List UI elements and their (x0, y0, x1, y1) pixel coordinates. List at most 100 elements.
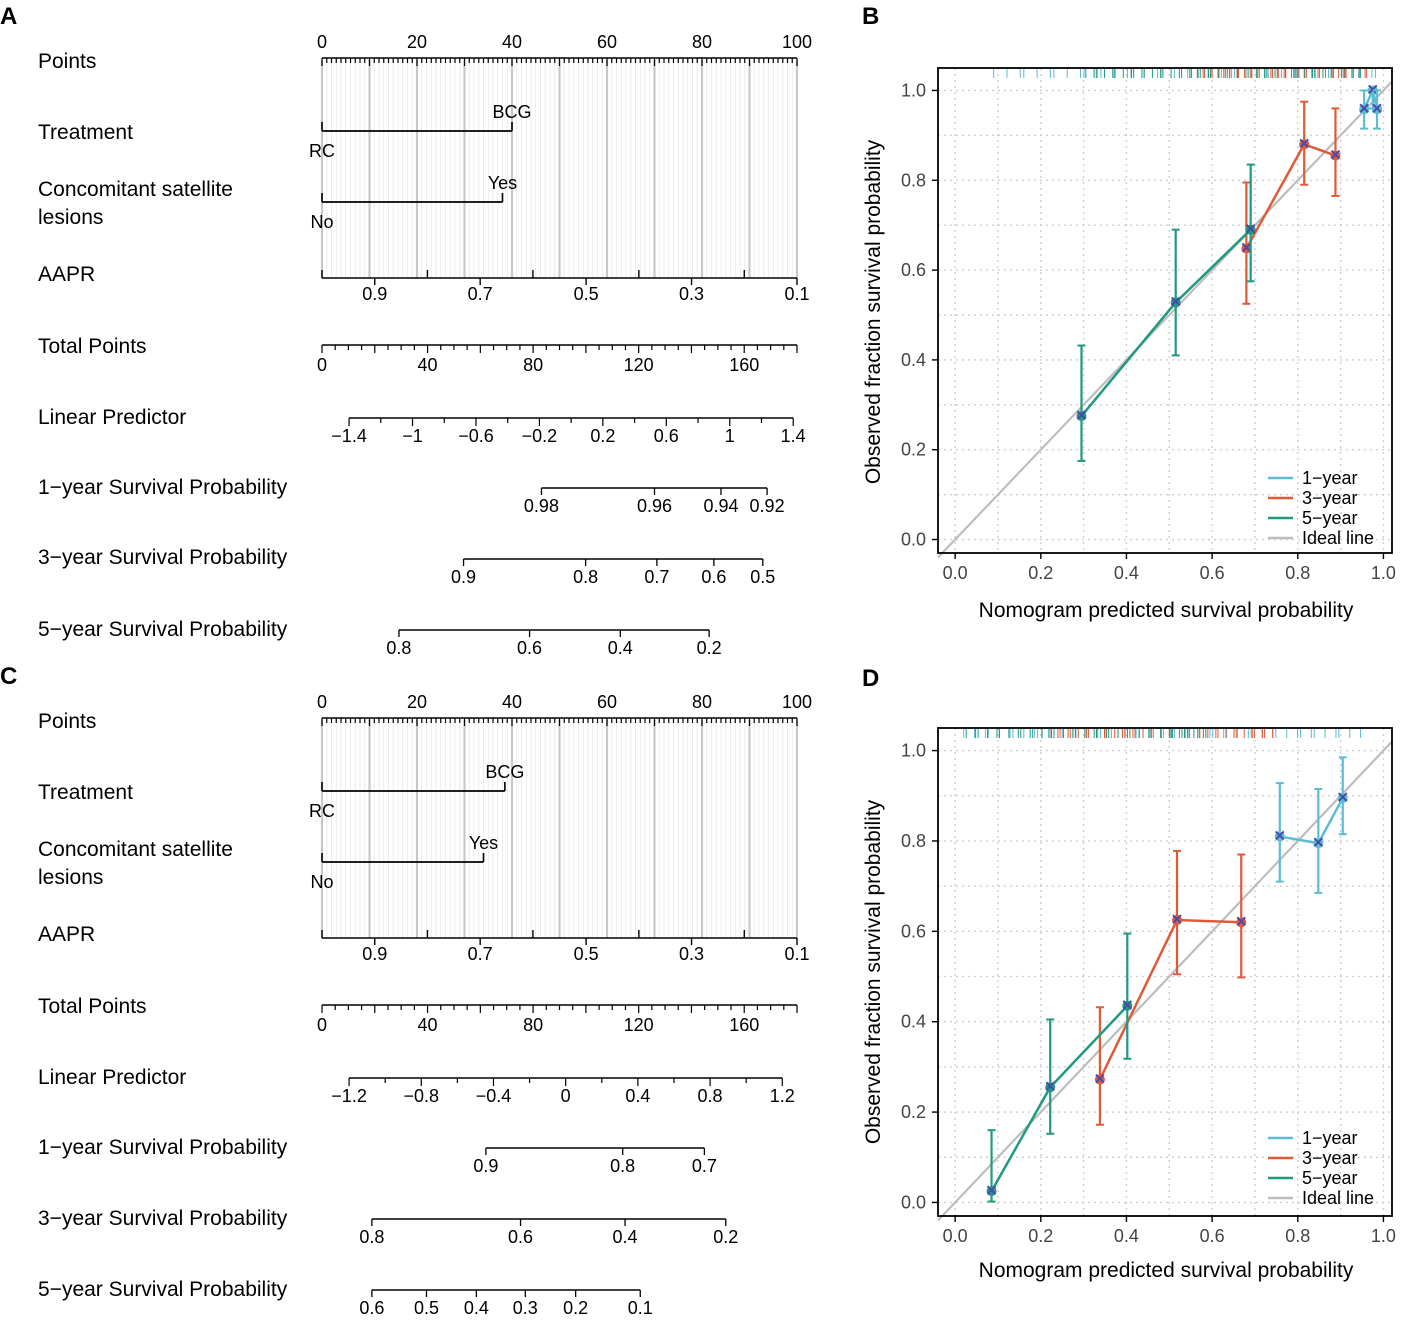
row-label-surv3: 3−year Survival Probability (38, 546, 288, 569)
aapr-tick-label: 0.9 (362, 284, 387, 304)
total-points-tick-label: 80 (523, 355, 543, 375)
lesions-high-label: Yes (488, 173, 517, 193)
total-points-tick-label: 160 (729, 355, 759, 375)
row-label-surv5: 5−year Survival Probability (38, 1278, 288, 1301)
observed-marker (1299, 138, 1309, 149)
surv1-tick-label: 0.9 (473, 1156, 498, 1176)
row-label-lesions-line2: lesions (38, 206, 103, 229)
linear-predictor-tick-label: −1.2 (331, 1086, 367, 1106)
points-tick-label: 60 (597, 32, 617, 52)
x-tick-label: 0.6 (1200, 563, 1225, 583)
calibration-panel-d: D Nomogram predicted survival probabilit… (862, 665, 1396, 1282)
x-tick-label: 0.2 (1028, 1226, 1053, 1246)
legend-label-5-year: 5−year (1302, 1168, 1358, 1188)
observed-marker (1368, 84, 1378, 95)
points-tick-label: 20 (407, 692, 427, 712)
surv1-tick-label: 0.92 (750, 496, 785, 516)
aapr-tick-label: 0.5 (574, 284, 599, 304)
series-line (990, 1005, 1129, 1192)
nomogram-scales: 0 20 40 60 80 100 RC BCG No Yes 0.9 0.7 0.5 0.3 0.1 0 40… (309, 32, 812, 658)
legend-label-1-year: 1−year (1302, 1128, 1358, 1148)
row-label-points: Points (38, 710, 96, 733)
legend-label-3-year: 3−year (1302, 1148, 1358, 1168)
points-tick-label: 0 (317, 692, 327, 712)
row-label-lesions-line2: lesions (38, 866, 103, 889)
calibration-plot: 0.0 0.0 0.2 0.2 0.4 0.4 0.6 0.6 0.8 0.8 1.0 1.0 (901, 727, 1396, 1246)
row-label-aapr: AAPR (38, 263, 95, 286)
y-tick-label: 0.0 (901, 1192, 926, 1212)
linear-predictor-tick-label: 1.2 (770, 1086, 795, 1106)
points-tick-label: 60 (597, 692, 617, 712)
legend: 1−year 3−year 5−year Ideal line (1268, 1128, 1374, 1208)
observed-marker (1372, 103, 1382, 114)
treatment-high-label: BCG (485, 762, 524, 782)
series-line (1245, 142, 1336, 250)
y-axis-title: Observed fraction survival probability (862, 139, 885, 484)
linear-predictor-tick-label: −1 (402, 426, 423, 446)
lesions-high-label: Yes (469, 833, 498, 853)
y-tick-label: 0.8 (901, 170, 926, 190)
x-tick-label: 0.4 (1114, 1226, 1139, 1246)
row-label-surv3: 3−year Survival Probability (38, 1207, 288, 1230)
aapr-tick-label: 0.7 (468, 944, 493, 964)
surv5-tick-label: 0.4 (608, 638, 633, 658)
linear-predictor-tick-label: 0.8 (698, 1086, 723, 1106)
legend-label-ideal: Ideal line (1302, 528, 1374, 548)
row-label-treatment: Treatment (38, 121, 133, 144)
panel-label-b: B (862, 3, 879, 30)
points-tick-label: 40 (502, 692, 522, 712)
points-tick-label: 100 (782, 692, 812, 712)
surv5-tick-label: 0.6 (359, 1298, 384, 1318)
surv5-tick-label: 0.6 (517, 638, 542, 658)
row-label-surv1: 1−year Survival Probability (38, 1136, 288, 1159)
points-tick-label: 0 (317, 32, 327, 52)
points-gridlines (320, 720, 799, 938)
aapr-tick-label: 0.1 (784, 284, 809, 304)
row-label-lesions-line1: Concomitant satellite (38, 838, 233, 861)
linear-predictor-tick-label: −0.8 (404, 1086, 440, 1106)
aapr-tick-label: 0.1 (784, 944, 809, 964)
ideal-line (937, 80, 1393, 559)
y-tick-label: 0.2 (901, 1102, 926, 1122)
total-points-tick-label: 160 (729, 1015, 759, 1035)
x-tick-label: 0.0 (943, 563, 968, 583)
treatment-low-label: RC (309, 801, 335, 821)
surv3-tick-label: 0.7 (644, 567, 669, 587)
row-label-lesions-line1: Concomitant satellite (38, 178, 233, 201)
plot-frame (937, 67, 1393, 554)
y-tick-label: 0.4 (901, 350, 926, 370)
observed-marker (1045, 1081, 1055, 1091)
surv3-tick-label: 0.6 (701, 567, 726, 587)
total-points-tick-label: 0 (317, 355, 327, 375)
plot-frame (937, 727, 1393, 1217)
linear-predictor-tick-label: 0.6 (654, 426, 679, 446)
surv1-tick-label: 0.94 (703, 496, 738, 516)
surv1-tick-label: 0.8 (610, 1156, 635, 1176)
surv5-tick-label: 0.8 (386, 638, 411, 658)
lesions-low-label: No (310, 872, 333, 892)
surv3-tick-label: 0.5 (750, 567, 775, 587)
x-axis-title: Nomogram predicted survival probability (979, 599, 1354, 622)
observed-marker (1171, 296, 1181, 307)
y-tick-label: 0.8 (901, 831, 926, 851)
row-label-total-points: Total Points (38, 995, 147, 1018)
x-axis-title: Nomogram predicted survival probability (979, 1259, 1354, 1282)
lesions-low-label: No (310, 212, 333, 232)
aapr-tick-label: 0.3 (679, 944, 704, 964)
calibration-panel-b: B Nomogram predicted survival probabilit… (862, 3, 1396, 622)
legend-label-ideal: Ideal line (1302, 1188, 1374, 1208)
x-tick-label: 0.4 (1114, 563, 1139, 583)
observed-marker (1245, 223, 1256, 234)
surv3-tick-label: 0.2 (713, 1227, 738, 1247)
observed-marker (1236, 916, 1246, 927)
total-points-tick-label: 120 (624, 1015, 654, 1035)
series-line (1098, 918, 1242, 1081)
x-tick-label: 1.0 (1371, 1226, 1396, 1246)
ideal-line (937, 740, 1393, 1222)
points-tick-label: 100 (782, 32, 812, 52)
y-axis-title: Observed fraction survival probability (862, 799, 885, 1144)
linear-predictor-tick-label: 1 (725, 426, 735, 446)
observed-marker (986, 1185, 997, 1195)
observed-marker (1338, 792, 1348, 802)
row-label-linear-predictor: Linear Predictor (38, 1066, 186, 1089)
